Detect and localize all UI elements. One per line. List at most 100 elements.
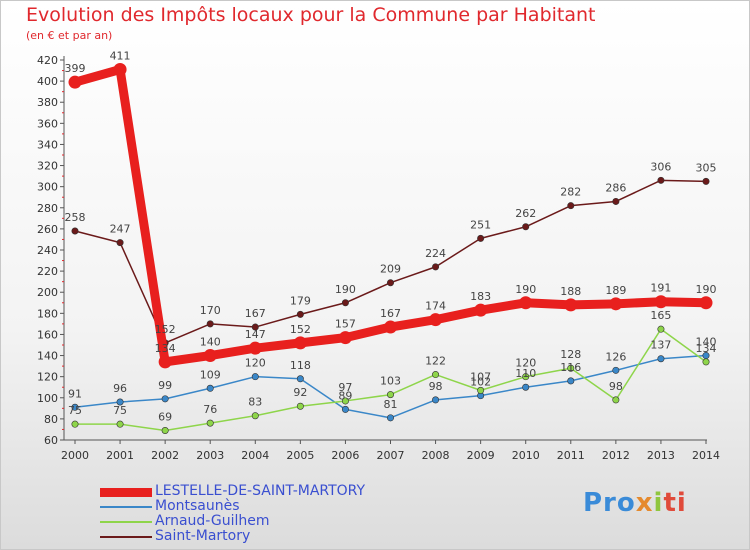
y-tick-label: 420 [37,54,58,67]
data-label: 69 [158,411,172,424]
data-label: 174 [425,300,446,313]
data-point [612,396,620,404]
data-label: 109 [200,368,221,381]
data-label: 76 [203,403,217,416]
data-point [657,325,665,333]
x-tick-label: 2007 [377,449,405,462]
data-point [567,377,575,385]
x-tick-label: 2004 [241,449,269,462]
data-label: 89 [338,389,352,402]
x-tick-label: 2000 [61,449,89,462]
x-tick-label: 2002 [151,449,179,462]
y-tick-label: 300 [37,181,58,194]
legend-swatch [100,487,152,497]
data-label: 134 [696,342,717,355]
data-point [293,336,307,350]
data-point [341,405,349,413]
data-point [699,296,713,310]
legend-swatch [100,506,152,508]
data-label: 96 [113,382,127,395]
data-point [654,295,668,309]
y-tick-label: 220 [37,265,58,278]
data-label: 126 [605,350,626,363]
data-point [206,320,214,328]
x-tick-label: 2003 [196,449,224,462]
data-label: 137 [650,339,671,352]
data-point [338,331,352,345]
data-point [702,358,710,366]
legend-label: Montsaunès [155,498,240,514]
data-label: 258 [65,211,86,224]
data-label: 165 [650,309,671,322]
data-point [429,313,443,327]
data-label: 183 [470,290,491,303]
data-point [116,398,124,406]
data-label: 399 [65,62,86,75]
legend-label: Saint-Martory [155,528,251,544]
data-label: 107 [470,370,491,383]
data-label: 83 [248,396,262,409]
y-tick-label: 280 [37,202,58,215]
legend-label: Arnaud-Guilhem [155,513,270,529]
data-label: 179 [290,294,311,307]
data-label: 92 [293,386,307,399]
data-point [386,391,394,399]
data-label: 116 [560,361,581,374]
y-tick-label: 260 [37,223,58,236]
data-label: 140 [200,336,221,349]
data-point [432,396,440,404]
data-point [116,239,124,247]
data-label: 91 [68,387,82,400]
y-tick-label: 320 [37,160,58,173]
data-label: 99 [158,379,172,392]
y-tick-label: 400 [37,75,58,88]
data-label: 411 [110,50,131,63]
data-label: 282 [560,186,581,199]
data-label: 167 [245,307,266,320]
data-point [432,263,440,271]
data-point [71,227,79,235]
data-point [203,349,217,363]
proxiti-logo: Proxiti [583,488,687,518]
y-tick-label: 160 [37,328,58,341]
legend-swatch [100,521,152,523]
data-point [71,403,79,411]
data-point [296,310,304,318]
data-point [519,296,533,310]
data-label: 81 [384,398,398,411]
data-point [522,383,530,391]
x-tick-label: 2005 [286,449,314,462]
data-point [612,366,620,374]
y-tick-label: 140 [37,350,58,363]
data-point [206,419,214,427]
data-label: 120 [245,357,266,370]
data-point [477,234,485,242]
data-label: 167 [380,307,401,320]
data-label: 147 [245,328,266,341]
y-tick-label: 360 [37,117,58,130]
data-label: 110 [515,367,536,380]
data-point [296,375,304,383]
data-label: 190 [515,283,536,296]
data-point [158,355,172,369]
data-point [657,355,665,363]
x-tick-label: 2011 [557,449,585,462]
data-point [702,177,710,185]
data-point [609,297,623,311]
data-point [251,412,259,420]
data-label: 120 [515,357,536,370]
data-point [71,420,79,428]
y-tick-label: 60 [44,434,58,447]
x-tick-label: 2014 [692,449,720,462]
data-point [206,384,214,392]
data-point [68,75,82,89]
data-point [657,176,665,184]
data-point [384,320,397,334]
x-tick-label: 2012 [602,449,630,462]
data-label: 262 [515,207,536,220]
x-tick-label: 2001 [106,449,134,462]
legend-label: LESTELLE-DE-SAINT-MARTORY [155,483,366,499]
data-point [251,373,259,381]
data-label: 306 [650,160,671,173]
